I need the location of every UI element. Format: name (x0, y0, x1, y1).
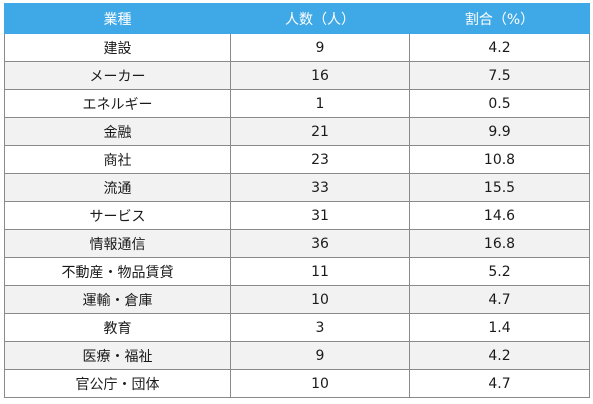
header-count: 人数（人） (230, 3, 410, 34)
cell-industry: エネルギー (4, 89, 231, 118)
table-row: 流通 33 15.5 (4, 173, 590, 202)
cell-industry: 運輸・倉庫 (4, 285, 231, 314)
industry-table-container: 業種 人数（人） 割合（%） 建設 9 4.2 メーカー 16 7.5 エネルギ… (4, 3, 590, 398)
table-row: メーカー 16 7.5 (4, 61, 590, 90)
cell-industry: 流通 (4, 173, 231, 202)
cell-ratio: 0.5 (409, 89, 590, 118)
cell-ratio: 4.2 (409, 341, 590, 370)
cell-count: 10 (230, 285, 410, 314)
cell-industry: 不動産・物品賃貸 (4, 257, 231, 286)
header-ratio: 割合（%） (409, 3, 590, 34)
cell-count: 3 (230, 313, 410, 342)
cell-industry: 医療・福祉 (4, 341, 231, 370)
table-row: 建設 9 4.2 (4, 33, 590, 62)
table-row: 医療・福祉 9 4.2 (4, 341, 590, 370)
cell-count: 36 (230, 229, 410, 258)
table-row: 教育 3 1.4 (4, 313, 590, 342)
table-row: エネルギー 1 0.5 (4, 89, 590, 118)
table-row: 運輸・倉庫 10 4.7 (4, 285, 590, 314)
cell-industry: 情報通信 (4, 229, 231, 258)
cell-ratio: 5.2 (409, 257, 590, 286)
cell-ratio: 14.6 (409, 201, 590, 230)
cell-count: 33 (230, 173, 410, 202)
cell-count: 21 (230, 117, 410, 146)
cell-ratio: 1.4 (409, 313, 590, 342)
cell-count: 23 (230, 145, 410, 174)
table-row: 官公庁・団体 10 4.7 (4, 369, 590, 398)
cell-industry: 建設 (4, 33, 231, 62)
cell-count: 16 (230, 61, 410, 90)
table-row: 不動産・物品賃貸 11 5.2 (4, 257, 590, 286)
cell-count: 9 (230, 341, 410, 370)
cell-ratio: 4.7 (409, 285, 590, 314)
cell-ratio: 16.8 (409, 229, 590, 258)
cell-ratio: 9.9 (409, 117, 590, 146)
cell-count: 9 (230, 33, 410, 62)
cell-ratio: 15.5 (409, 173, 590, 202)
table-row: サービス 31 14.6 (4, 201, 590, 230)
industry-table: 業種 人数（人） 割合（%） 建設 9 4.2 メーカー 16 7.5 エネルギ… (4, 3, 590, 398)
table-row: 金融 21 9.9 (4, 117, 590, 146)
cell-count: 1 (230, 89, 410, 118)
cell-industry: サービス (4, 201, 231, 230)
table-row: 商社 23 10.8 (4, 145, 590, 174)
cell-count: 31 (230, 201, 410, 230)
cell-ratio: 4.2 (409, 33, 590, 62)
cell-ratio: 10.8 (409, 145, 590, 174)
cell-ratio: 7.5 (409, 61, 590, 90)
cell-industry: 教育 (4, 313, 231, 342)
cell-industry: メーカー (4, 61, 231, 90)
cell-industry: 商社 (4, 145, 231, 174)
table-row: 情報通信 36 16.8 (4, 229, 590, 258)
cell-count: 11 (230, 257, 410, 286)
header-industry: 業種 (4, 3, 231, 34)
cell-industry: 官公庁・団体 (4, 369, 231, 398)
cell-ratio: 4.7 (409, 369, 590, 398)
cell-count: 10 (230, 369, 410, 398)
table-header-row: 業種 人数（人） 割合（%） (4, 3, 590, 34)
cell-industry: 金融 (4, 117, 231, 146)
